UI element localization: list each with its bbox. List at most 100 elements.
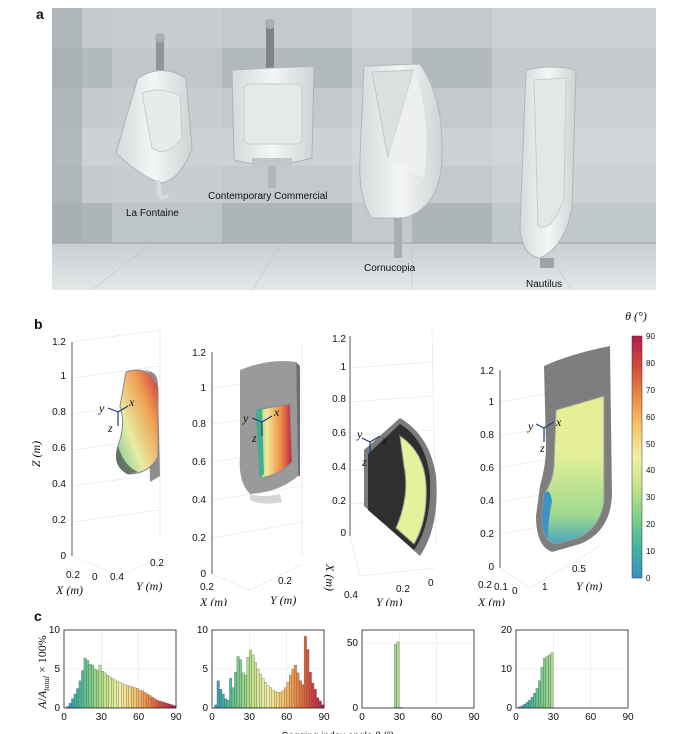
histogram-bar	[103, 672, 107, 709]
hist-ytick: 10	[49, 625, 61, 636]
plot3d-la-fontaine: 0 0.2 0.4 0.6 0.8 1 1.2 Z (m) x y z 0.2 …	[29, 329, 169, 597]
histogram-bar	[229, 678, 233, 709]
plot3d-contemporary-commercial: 0 0.2 0.4 0.6 0.8 1 1.2 x y z 0.2 0.2 X …	[192, 342, 303, 606]
histogram-bar	[298, 680, 302, 709]
histogram-bar	[236, 656, 240, 709]
histogram-bar	[83, 657, 87, 709]
histogram-bar	[289, 675, 292, 709]
p1-xtick-0: 0.2	[66, 570, 80, 581]
histogram-bar	[148, 695, 152, 709]
histogram-bar	[538, 680, 542, 709]
panel-c-histograms: A/Atotal × 100% 0 5 10 0 30 60 90 0 5 10 0 30 60 90 0 5…	[35, 625, 634, 734]
hist-xtick: 90	[170, 712, 182, 723]
histogram-bar	[88, 664, 92, 709]
histogram-bar	[158, 700, 162, 709]
histogram-bar	[165, 703, 169, 709]
histogram-bar	[249, 650, 252, 709]
histogram-bar	[313, 689, 317, 709]
p4-ztick-4: 0.8	[480, 430, 494, 441]
histogram-3: 0 50 0 30 60 90	[347, 629, 480, 723]
p2-ztick-0: 0	[200, 569, 206, 580]
histogram-bar	[145, 693, 149, 709]
histogram-bar	[254, 662, 257, 709]
p1-ztick-0: 0	[60, 551, 66, 562]
histogram-bar	[543, 657, 547, 709]
panel-letter-c: c	[34, 608, 42, 624]
histogram-bar	[116, 681, 119, 709]
histogram-bar	[128, 686, 132, 709]
p3-axes-triad	[361, 435, 381, 456]
p1-ztick-6: 1.2	[52, 337, 66, 348]
histogram-bar	[170, 704, 174, 709]
cb-tick-6: 60	[646, 413, 655, 422]
panel-b-3d-plots: 0 0.2 0.4 0.6 0.8 1 1.2 Z (m) x y z 0.2 …	[29, 309, 655, 606]
cb-tick-3: 30	[646, 493, 655, 502]
hist-xtick: 90	[622, 712, 634, 723]
histogram-bar	[221, 693, 225, 709]
cb-tick-7: 70	[646, 386, 655, 395]
histogram-bar	[279, 692, 282, 709]
histogram-bar	[76, 688, 80, 709]
hist-xtick: 0	[513, 712, 519, 723]
hist-ytick: 0	[506, 703, 512, 714]
p2-ztick-4: 0.8	[192, 419, 206, 430]
histogram-bar	[301, 684, 305, 709]
histogram-bar	[133, 687, 137, 709]
p4-ztick-6: 1.2	[480, 366, 494, 377]
histogram-bar	[121, 683, 124, 709]
p2-xtick-1: 0.2	[278, 576, 292, 587]
hist-frame	[515, 629, 629, 709]
p2-ztick-3: 0.6	[192, 457, 206, 468]
p2-xlabel: X (m)	[199, 595, 227, 606]
cb-tick-9: 90	[646, 332, 655, 341]
p1-xlabel: X (m)	[55, 583, 83, 597]
p1-ytick-0: 0.2	[150, 558, 164, 569]
histogram-bar	[113, 679, 117, 709]
p2-xtick-0: 0.2	[200, 582, 214, 593]
histogram-bar	[244, 675, 247, 709]
p1-triad-y: y	[98, 401, 105, 415]
histogram-bar	[101, 671, 104, 709]
histogram-bar	[73, 693, 77, 709]
hist-frame	[63, 629, 177, 709]
p1-xtick-2: 0.4	[110, 572, 124, 583]
urinal-render-scene: La Fontaine Contemporary Commercial Corn…	[52, 8, 656, 290]
p1-ztick-5: 1	[60, 371, 66, 382]
nautilus-urinal	[519, 66, 577, 268]
histogram-bar	[86, 660, 90, 709]
histogram-bar	[93, 668, 97, 709]
hist-frame	[361, 629, 475, 709]
p3-xtick-2: 0	[428, 578, 434, 589]
histogram-bar	[224, 698, 228, 709]
histogram-bar	[291, 668, 295, 709]
p4-triad-x: x	[555, 415, 562, 429]
p4-ztick-3: 0.6	[480, 463, 494, 474]
cb-tick-2: 20	[646, 520, 655, 529]
histogram-bar	[160, 701, 164, 709]
label-la-fontaine: La Fontaine	[126, 208, 179, 219]
histogram-bar	[111, 678, 114, 709]
histogram-bar	[303, 636, 307, 709]
p2-triad-z: z	[251, 431, 257, 445]
urinal-render-photo: La Fontaine Contemporary Commercial Corn…	[52, 8, 656, 290]
plot3d-cornucopia: 0 0.2 0.4 0.6 0.8 1 1.2 x y z 0.4 0.2 0 …	[323, 329, 437, 606]
cb-tick-0: 0	[646, 574, 651, 583]
label-cornucopia: Cornucopia	[364, 263, 416, 274]
p2-ztick-1: 0.2	[192, 533, 206, 544]
histogram-bar	[123, 684, 127, 709]
histogram-bar	[266, 685, 270, 709]
histogram-bar	[150, 696, 154, 709]
histogram-4: 0 10 20 0 30 60 90	[501, 625, 634, 723]
panel-letter-a: a	[36, 6, 44, 22]
la-fontaine-urinal	[115, 33, 193, 200]
histogram-bar	[251, 654, 255, 709]
p4-ylabel: Y (m)	[576, 579, 602, 593]
histogram-bar	[231, 687, 235, 709]
p2-ztick-5: 1	[200, 383, 206, 394]
histogram-bar	[239, 659, 243, 709]
p2-axes-triad	[251, 415, 273, 436]
p1-ylabel: Y (m)	[136, 579, 162, 593]
hist-ytick: 0	[202, 703, 208, 714]
histogram-bar	[286, 682, 290, 709]
histogram-bar	[276, 692, 280, 709]
